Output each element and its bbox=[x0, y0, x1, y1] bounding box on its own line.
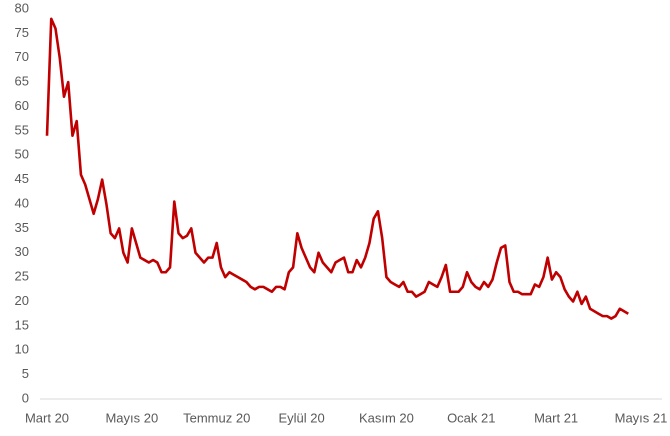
x-tick-label: Ocak 21 bbox=[447, 410, 495, 425]
x-tick-label: Mayıs 21 bbox=[615, 410, 668, 425]
y-tick-label: 20 bbox=[15, 293, 29, 308]
line-series bbox=[45, 17, 629, 320]
y-tick-label: 80 bbox=[15, 0, 29, 15]
y-tick-label: 25 bbox=[15, 269, 29, 284]
x-tick-label: Eylül 20 bbox=[278, 410, 324, 425]
x-tick-label: Mart 21 bbox=[534, 410, 578, 425]
y-tick-label: 65 bbox=[15, 74, 29, 89]
y-tick-label: 70 bbox=[15, 49, 29, 64]
y-tick-label: 60 bbox=[15, 98, 29, 113]
y-tick-label: 55 bbox=[15, 122, 29, 137]
y-tick-label: 15 bbox=[15, 317, 29, 332]
y-tick-label: 5 bbox=[22, 366, 29, 381]
x-tick-label: Kasım 20 bbox=[359, 410, 414, 425]
y-tick-label: 75 bbox=[15, 25, 29, 40]
x-tick-label: Mayıs 20 bbox=[105, 410, 158, 425]
y-tick-label: 45 bbox=[15, 171, 29, 186]
y-tick-label: 50 bbox=[15, 147, 29, 162]
y-tick-label: 0 bbox=[22, 390, 29, 405]
y-tick-label: 10 bbox=[15, 342, 29, 357]
y-tick-label: 35 bbox=[15, 220, 29, 235]
x-tick-label: Temmuz 20 bbox=[183, 410, 250, 425]
y-tick-label: 40 bbox=[15, 195, 29, 210]
x-tick-label: Mart 20 bbox=[25, 410, 69, 425]
y-tick-label: 30 bbox=[15, 244, 29, 259]
